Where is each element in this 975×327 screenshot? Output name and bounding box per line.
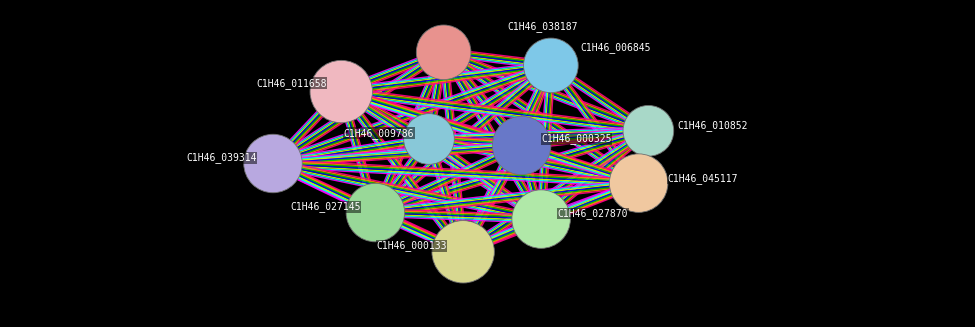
Text: C1H46_009786: C1H46_009786	[344, 128, 414, 139]
Ellipse shape	[623, 105, 674, 156]
Text: C1H46_027145: C1H46_027145	[291, 201, 361, 213]
Ellipse shape	[346, 183, 405, 242]
Text: C1H46_000325: C1H46_000325	[541, 133, 611, 145]
Text: C1H46_027870: C1H46_027870	[558, 208, 628, 219]
Ellipse shape	[310, 60, 372, 123]
Ellipse shape	[404, 113, 454, 164]
Ellipse shape	[524, 38, 578, 93]
Text: C1H46_039314: C1H46_039314	[186, 152, 256, 163]
Text: C1H46_045117: C1H46_045117	[668, 173, 738, 184]
Ellipse shape	[512, 190, 570, 248]
Ellipse shape	[609, 154, 668, 212]
Text: C1H46_010852: C1H46_010852	[678, 120, 748, 131]
Text: C1H46_011658: C1H46_011658	[256, 78, 327, 89]
Ellipse shape	[492, 116, 551, 175]
Ellipse shape	[416, 25, 471, 79]
Ellipse shape	[432, 221, 494, 283]
Ellipse shape	[244, 134, 302, 193]
Text: C1H46_038187: C1H46_038187	[507, 21, 577, 32]
Text: C1H46_000133: C1H46_000133	[376, 240, 447, 251]
Text: C1H46_006845: C1H46_006845	[580, 42, 650, 53]
